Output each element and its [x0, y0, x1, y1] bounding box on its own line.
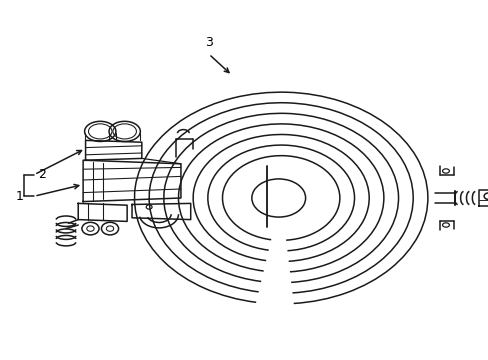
Text: 2: 2: [38, 168, 45, 181]
Text: 3: 3: [204, 36, 212, 49]
Text: 1: 1: [16, 190, 23, 203]
